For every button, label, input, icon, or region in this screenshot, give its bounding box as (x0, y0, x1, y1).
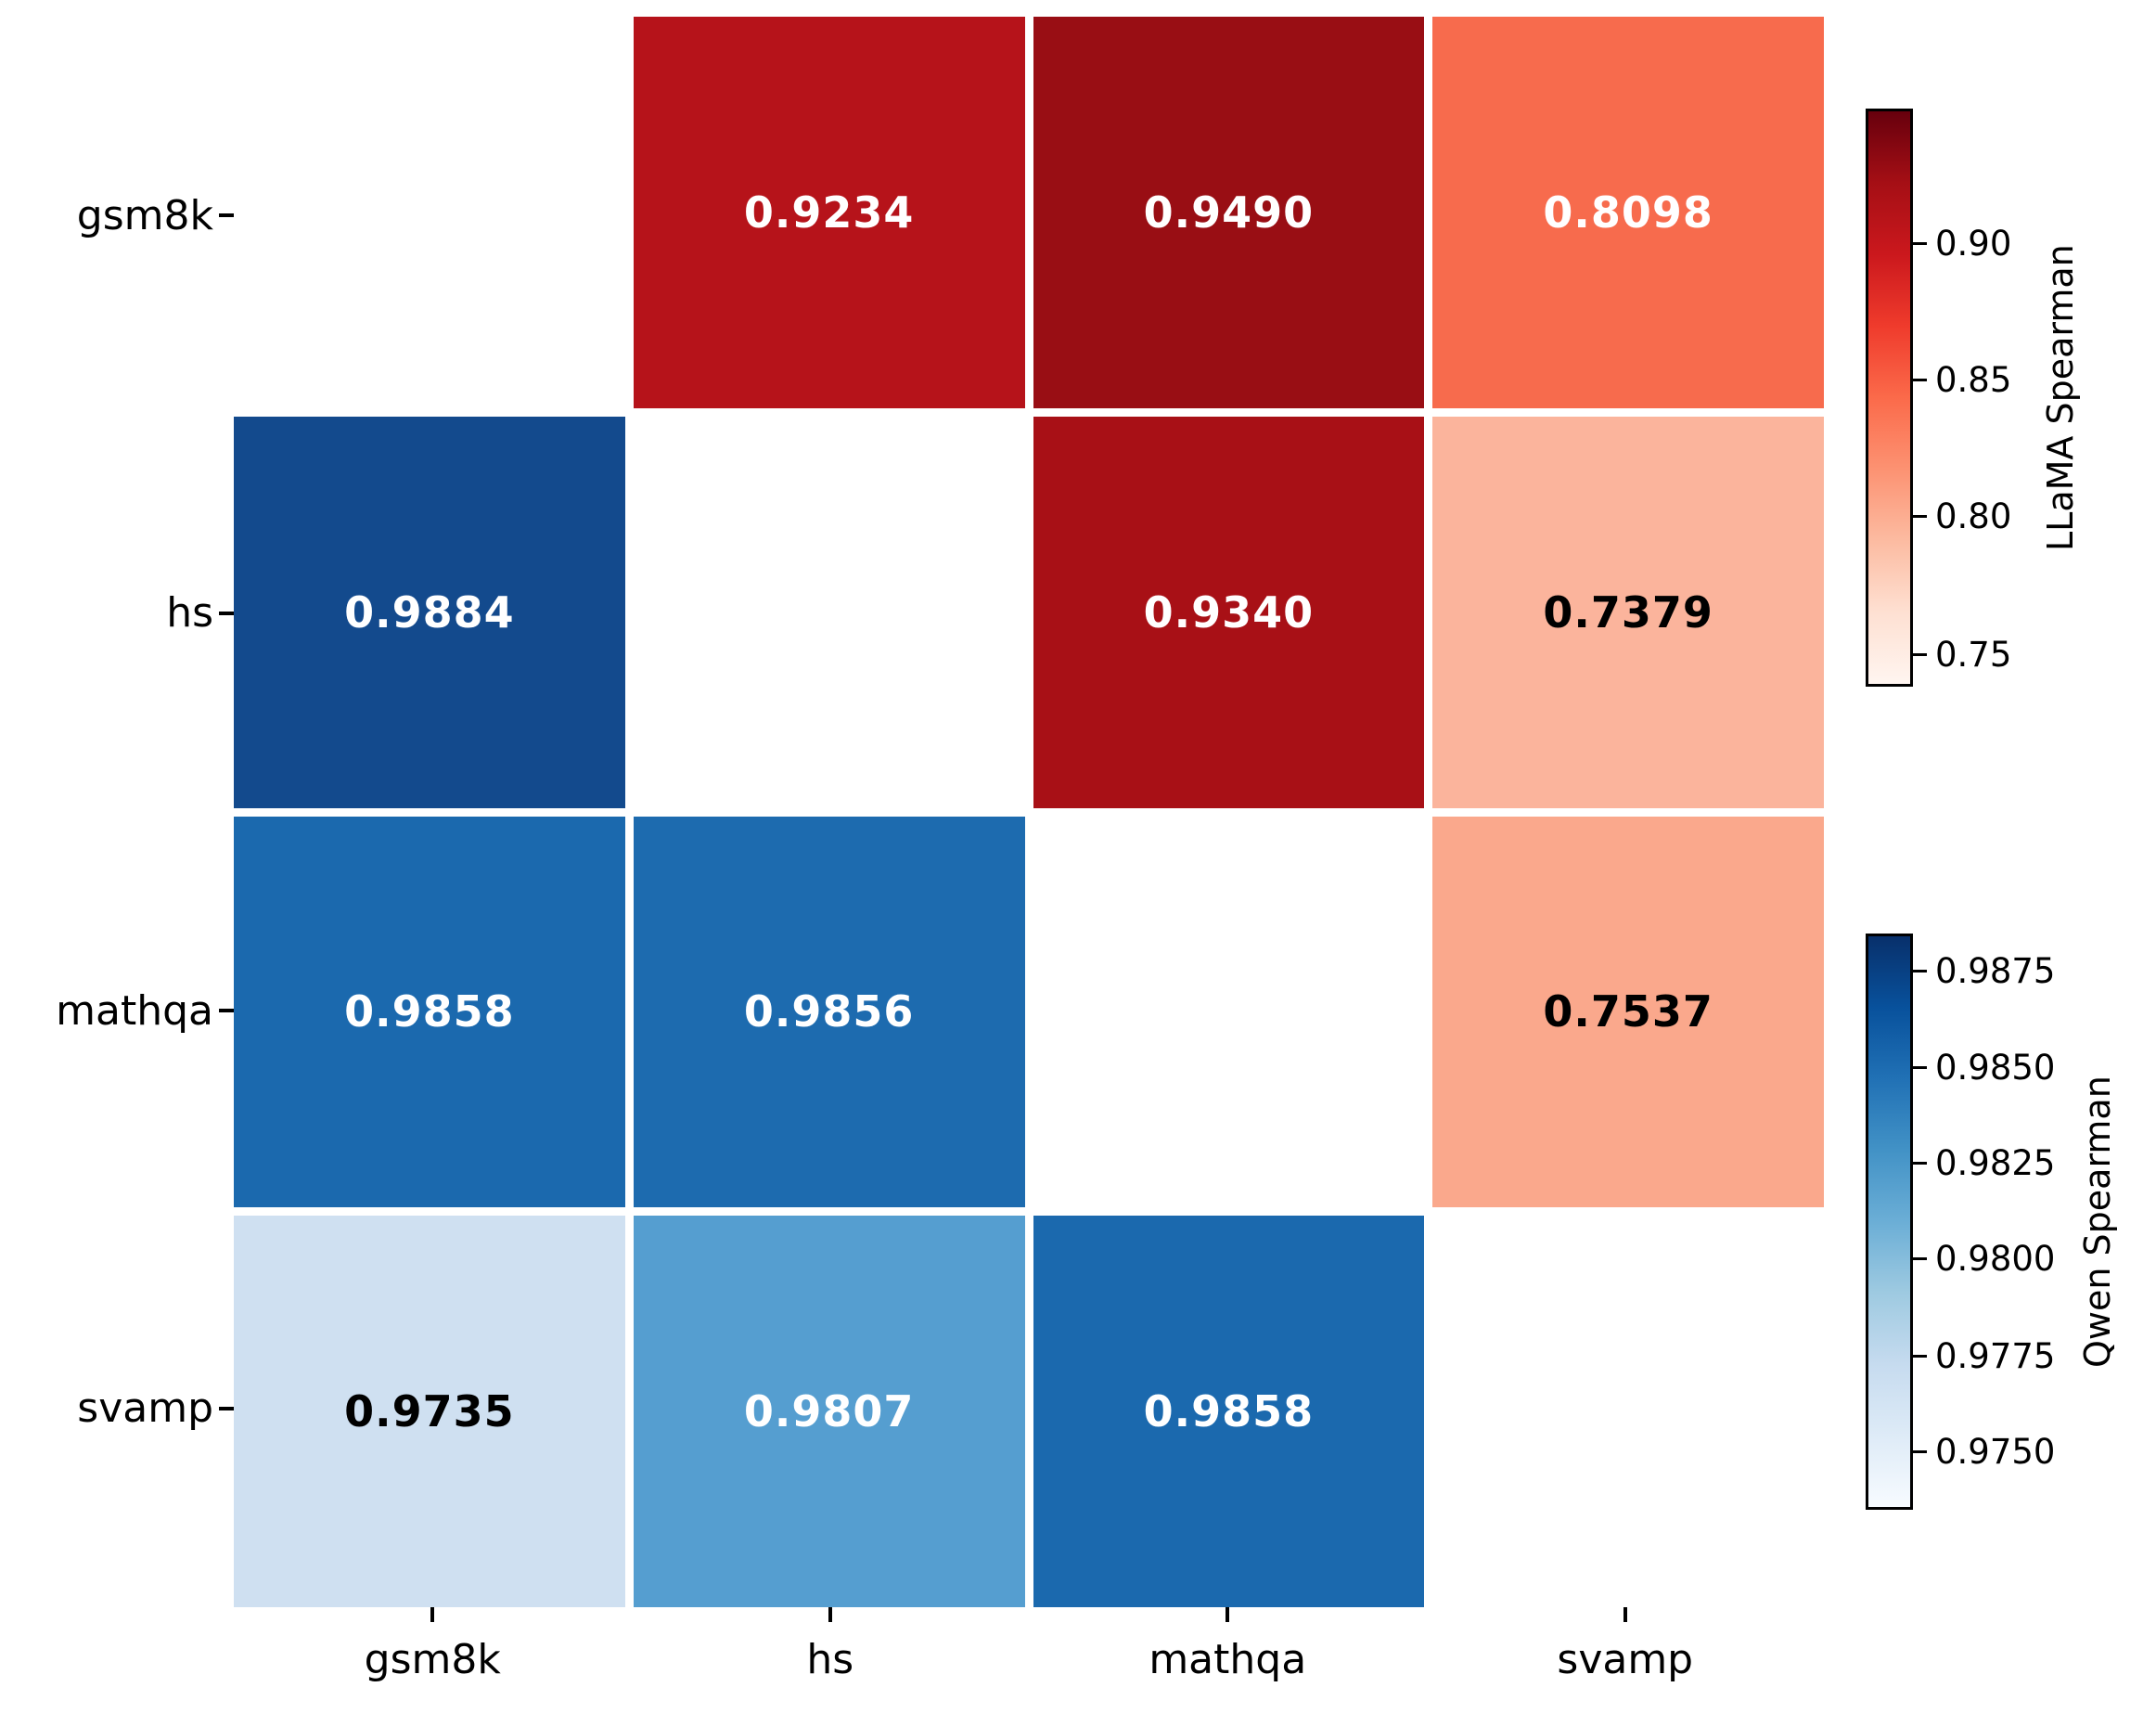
x-tick-label-gsm8k: gsm8k (364, 1635, 501, 1683)
colorbar-blue-tick-mark-0.9850 (1913, 1065, 1927, 1069)
heatmap-cell-mathqa-gsm8k: 0.9858 (234, 816, 625, 1208)
colorbar-red-tick-mark-0.85 (1913, 378, 1927, 381)
colorbar-blue-tick-label-0.9775: 0.9775 (1935, 1336, 2056, 1377)
y-tick-label-gsm8k: gsm8k (76, 191, 213, 239)
x-tick-label-svamp: svamp (1557, 1635, 1694, 1683)
y-tick-label-mathqa: mathqa (56, 986, 213, 1035)
heatmap-cell-mathqa-svamp: 0.7537 (1432, 816, 1824, 1208)
colorbar-blue-tick-label-0.9875: 0.9875 (1935, 951, 2056, 992)
x-tick-label-mathqa: mathqa (1149, 1635, 1307, 1683)
y-tick-label-svamp: svamp (77, 1385, 213, 1433)
heatmap-cell-svamp-mathqa: 0.9858 (1033, 1216, 1425, 1607)
heatmap-cell-mathqa-hs: 0.9856 (633, 816, 1025, 1208)
y-tick-mark-gsm8k (219, 213, 234, 218)
colorbar-blue-gradient (1866, 934, 1913, 1510)
y-tick-mark-hs (219, 611, 234, 615)
y-tick-mark-mathqa (219, 1009, 234, 1013)
heatmap-cell-hs-svamp: 0.7379 (1432, 416, 1824, 808)
colorbar-blue-tick-label-0.9750: 0.9750 (1935, 1432, 2056, 1473)
colorbar-blue-tick-mark-0.9775 (1913, 1355, 1927, 1359)
heatmap-cell-gsm8k-mathqa: 0.9490 (1033, 17, 1425, 408)
colorbar-red-title: LLaMA Spearman (2040, 244, 2081, 551)
y-tick-label-hs: hs (166, 589, 213, 638)
x-tick-mark-svamp (1623, 1607, 1627, 1622)
colorbar-red-tick-label-0.80: 0.80 (1935, 496, 2012, 537)
colorbar-red-tick-mark-0.80 (1913, 515, 1927, 519)
colorbar-blue-tick-label-0.9850: 0.9850 (1935, 1047, 2056, 1088)
heatmap-cell-hs-gsm8k: 0.9884 (234, 416, 625, 808)
x-tick-mark-gsm8k (430, 1607, 435, 1622)
colorbar-blue-tick-mark-0.9875 (1913, 970, 1927, 973)
heatmap-grid: 0.9234 0.9490 0.8098 0.9884 0.9340 0.7379 0.98… (234, 17, 1824, 1607)
colorbar-red-gradient (1866, 109, 1913, 687)
colorbar-red-tick-mark-0.90 (1913, 241, 1927, 245)
colorbar-red-tick-mark-0.75 (1913, 652, 1927, 656)
heatmap-cell-svamp-gsm8k: 0.9735 (234, 1216, 625, 1607)
colorbar-blue-tick-mark-0.9800 (1913, 1257, 1927, 1261)
x-tick-label-hs: hs (806, 1635, 854, 1683)
colorbar-blue-tick-label-0.9800: 0.9800 (1935, 1239, 2056, 1280)
y-tick-mark-svamp (219, 1406, 234, 1410)
x-tick-mark-hs (828, 1607, 832, 1622)
colorbar-red-tick-label-0.90: 0.90 (1935, 223, 2012, 264)
colorbar-blue-tick-mark-0.9825 (1913, 1161, 1927, 1165)
colorbar-blue-tick-mark-0.9750 (1913, 1450, 1927, 1454)
colorbar-red-tick-label-0.75: 0.75 (1935, 634, 2012, 675)
x-tick-mark-mathqa (1226, 1607, 1230, 1622)
colorbar-blue-title: Qwen Spearman (2077, 1075, 2118, 1368)
heatmap-cell-hs-mathqa: 0.9340 (1033, 416, 1425, 808)
colorbar-red-tick-label-0.85: 0.85 (1935, 359, 2012, 400)
colorbar-blue-tick-label-0.9825: 0.9825 (1935, 1142, 2056, 1183)
heatmap-cell-gsm8k-svamp: 0.8098 (1432, 17, 1824, 408)
heatmap-cell-svamp-hs: 0.9807 (633, 1216, 1025, 1607)
heatmap-cell-gsm8k-hs: 0.9234 (633, 17, 1025, 408)
